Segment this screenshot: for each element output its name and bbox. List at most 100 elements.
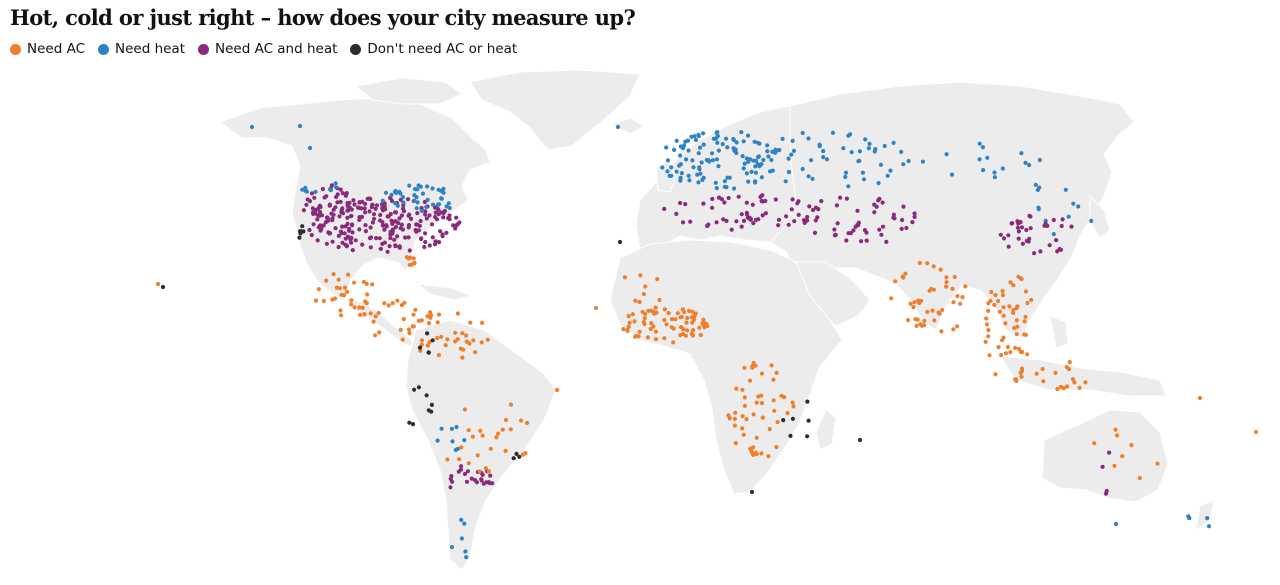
city-point-ac	[464, 339, 469, 344]
city-point-heat	[985, 155, 990, 160]
city-point-both	[399, 222, 404, 227]
city-point-both	[427, 243, 432, 248]
city-point-ac	[435, 335, 440, 341]
city-point-ac	[900, 274, 905, 279]
city-point-ac	[1025, 300, 1030, 306]
city-point-both	[436, 207, 441, 212]
need-heat-swatch	[98, 43, 109, 55]
city-point-ac	[1197, 395, 1203, 401]
city-point-both	[1047, 243, 1052, 248]
city-point-heat	[757, 141, 762, 146]
city-point-both	[433, 205, 438, 210]
city-point-both	[368, 236, 373, 241]
city-point-ac	[698, 332, 703, 338]
city-point-both	[832, 233, 838, 238]
city-point-ac	[630, 312, 635, 317]
city-point-ac	[919, 323, 925, 328]
city-point-both	[859, 239, 864, 244]
city-point-heat	[704, 157, 710, 163]
city-point-heat	[821, 149, 826, 154]
city-point-heat	[682, 143, 687, 148]
city-point-heat	[416, 183, 421, 188]
city-point-heat	[790, 138, 795, 143]
city-point-ac	[944, 275, 949, 280]
city-point-heat	[765, 149, 770, 154]
city-point-heat	[333, 185, 339, 190]
city-point-heat	[716, 148, 722, 153]
city-point-both	[910, 220, 915, 225]
city-point-heat	[817, 144, 822, 149]
city-point-ac	[357, 305, 362, 310]
city-point-ac	[642, 316, 647, 321]
city-point-both	[317, 203, 322, 208]
city-point-both	[311, 222, 316, 227]
city-point-both	[741, 218, 747, 223]
city-point-heat	[992, 170, 997, 175]
city-point-both	[330, 239, 335, 244]
city-point-both	[417, 223, 422, 228]
city-point-heat	[412, 198, 417, 203]
city-point-both	[357, 227, 362, 232]
city-point-both	[399, 213, 404, 218]
city-point-both	[796, 212, 801, 217]
legend-item-need-ac: Need AC	[10, 41, 85, 57]
city-point-heat	[1051, 232, 1056, 237]
city-point-ac	[1034, 371, 1039, 376]
city-point-both	[473, 478, 478, 483]
city-point-both	[1032, 251, 1037, 256]
city-point-both	[350, 248, 355, 253]
city-point-both	[370, 203, 375, 208]
city-point-both	[316, 225, 321, 230]
city-point-ac	[473, 350, 478, 355]
city-point-ac	[692, 317, 697, 322]
city-point-both	[353, 238, 358, 243]
city-point-ac	[333, 296, 338, 301]
city-point-ac	[427, 339, 432, 345]
city-point-ac	[1015, 324, 1020, 329]
city-point-heat	[899, 149, 904, 154]
city-point-both	[900, 217, 905, 223]
city-point-heat	[821, 155, 826, 160]
city-point-ac	[662, 336, 667, 341]
city-point-ac	[508, 427, 513, 432]
city-point-both	[490, 481, 495, 486]
city-point-both	[397, 216, 402, 221]
city-point-both	[317, 209, 323, 215]
city-point-both	[832, 227, 837, 232]
city-point-ac	[411, 312, 416, 317]
city-point-ac	[903, 271, 908, 276]
city-point-heat	[753, 158, 759, 163]
city-point-ac	[932, 318, 937, 323]
city-point-heat	[769, 157, 774, 163]
city-point-ac	[759, 451, 764, 456]
city-point-both	[349, 207, 354, 212]
legend-label: Need heat	[115, 41, 185, 57]
city-point-none	[429, 402, 434, 407]
city-point-both	[393, 210, 398, 215]
city-point-ac	[671, 340, 676, 345]
city-point-both	[438, 229, 443, 234]
city-point-ac	[951, 327, 956, 332]
city-point-both	[1100, 464, 1105, 469]
city-points	[155, 123, 1259, 560]
city-point-both	[710, 196, 715, 202]
city-point-both	[374, 203, 379, 208]
city-point-ac	[485, 337, 490, 342]
city-point-both	[855, 222, 860, 227]
city-point-ac	[774, 444, 779, 450]
city-point-ac	[637, 299, 642, 305]
city-point-both	[1042, 223, 1047, 228]
city-point-none	[160, 284, 166, 290]
city-point-both	[1015, 225, 1021, 230]
city-point-ac	[742, 365, 747, 370]
city-point-heat	[1000, 166, 1005, 171]
city-point-ac	[479, 340, 484, 345]
city-point-ac	[1065, 384, 1070, 389]
city-point-both	[390, 221, 395, 226]
south-america-land	[405, 319, 557, 571]
city-point-ac	[626, 324, 631, 329]
city-point-both	[469, 476, 474, 481]
city-point-heat	[684, 157, 689, 162]
city-point-ac	[1155, 461, 1160, 466]
city-point-heat	[1076, 204, 1081, 209]
